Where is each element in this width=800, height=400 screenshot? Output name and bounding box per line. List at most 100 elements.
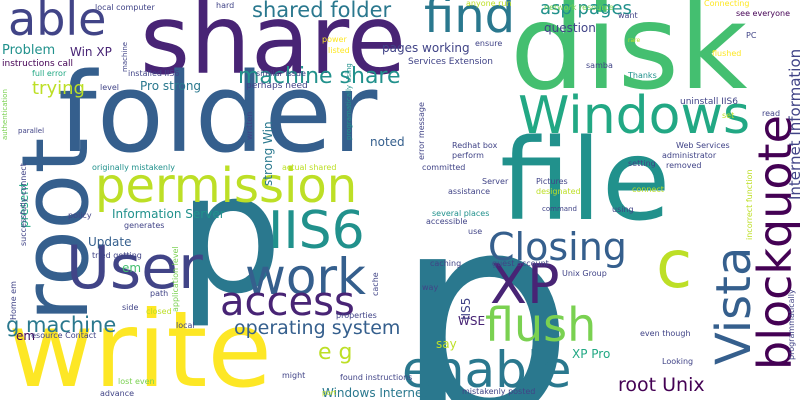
word-information-server: Information Server xyxy=(112,207,225,221)
word-accessible: accessible xyxy=(426,217,468,226)
word-side: side xyxy=(122,303,139,312)
word-similar-issue: similar issue xyxy=(256,69,306,78)
word-update: Update xyxy=(88,235,132,249)
word-set: set xyxy=(722,111,735,120)
word-anyone-run: anyone run xyxy=(466,0,512,8)
word-installed-iis6: installed IIS6 xyxy=(128,69,180,78)
word-trying: trying xyxy=(32,78,85,99)
word-c: c xyxy=(656,226,693,303)
word-want: want xyxy=(618,11,638,20)
word-successfully-connect: successfully connect xyxy=(19,163,28,246)
word-command: command xyxy=(542,205,577,213)
word-designated: designated xyxy=(536,187,581,196)
word-xp: XP xyxy=(490,253,560,316)
word-network-resource: network resource xyxy=(544,3,614,12)
word-found-instructions: found instructions xyxy=(340,373,413,382)
word-iis6: IIS6 xyxy=(268,201,365,261)
word-looking: Looking xyxy=(662,357,694,366)
word-machine-v: machine xyxy=(121,41,129,72)
word-internet-information: Internet Information xyxy=(786,48,800,200)
word-problem: Problem xyxy=(2,43,56,58)
word-administrator: administrator xyxy=(662,151,717,160)
word-uninstall-iis6: uninstall IIS6 xyxy=(680,97,738,107)
word-actual-shared: actual shared xyxy=(282,163,337,172)
word-iis5: IIS5 xyxy=(459,297,473,320)
word-question: question xyxy=(544,21,596,35)
word-root-unix: root Unix xyxy=(618,374,705,396)
word-machine-share: machine share xyxy=(238,64,401,89)
word-share: share xyxy=(140,0,407,96)
word-write: write xyxy=(8,289,272,400)
word-pc: PC xyxy=(746,31,757,40)
word-wse: WSE xyxy=(458,314,486,328)
word-g-machine: g machine xyxy=(6,313,117,337)
word-xp-pro: XP Pro xyxy=(572,347,611,361)
word-services-extension: Services Extension xyxy=(408,57,493,67)
word-advance: advance xyxy=(100,389,135,398)
word-closing: Closing xyxy=(488,225,627,269)
word-lost-even: lost even xyxy=(118,377,155,386)
word-parallel: parallel xyxy=(18,127,45,135)
word-local-computer: local computer xyxy=(95,3,155,12)
word-find: find xyxy=(424,0,516,44)
word-see-everyone: see everyone xyxy=(736,9,791,18)
word-pro-strong: Pro strong xyxy=(140,79,202,93)
word-removed: removed xyxy=(666,161,702,170)
word-hard: hard xyxy=(216,1,235,10)
word-mistakenly-posted: mistakenly posted xyxy=(462,387,536,396)
word-path: path xyxy=(150,289,169,298)
word-listed: listed xyxy=(328,46,350,55)
word-written: written xyxy=(245,111,254,140)
word-level: level xyxy=(100,83,120,92)
word-caching: caching xyxy=(430,259,462,268)
word-closed: closed xyxy=(146,307,172,316)
word-able: able xyxy=(8,0,107,46)
word-might: might xyxy=(282,371,306,380)
word-generates: generates xyxy=(124,221,165,230)
word-guest-account: guest account xyxy=(492,259,549,268)
word-connect: connect xyxy=(632,185,664,194)
word-operating-system: operating system xyxy=(234,317,401,339)
word-flushed: flushed xyxy=(712,49,742,58)
word-assistance: assistance xyxy=(448,187,491,196)
word-folder: folder xyxy=(58,49,378,177)
word-ensure: ensure xyxy=(475,39,503,48)
word-authentication: authentication xyxy=(1,89,9,140)
word-windows: Windows xyxy=(518,86,751,146)
word-disk: disk xyxy=(510,0,748,116)
word-application-level: application level xyxy=(171,246,180,312)
word-cache: cache xyxy=(371,272,380,296)
word-use: use xyxy=(468,227,483,236)
word-setting: setting xyxy=(628,159,656,168)
word-vista: Vista xyxy=(706,246,762,365)
word-policy: policy xyxy=(68,211,92,220)
word-several-places: several places xyxy=(432,209,490,218)
word-instructions-call: instructions call xyxy=(2,59,74,69)
word-committed: committed xyxy=(422,163,466,172)
word-originally-mistakenly: originally mistakenly xyxy=(92,163,175,172)
word-error-message: error message xyxy=(417,102,426,160)
word-perform: perform xyxy=(452,151,484,160)
word-enable: enable xyxy=(402,341,572,399)
word-win-xp: Win XP xyxy=(70,45,112,59)
word-home-em: Home em xyxy=(9,281,18,320)
word-file: file xyxy=(500,116,671,246)
word-properties: properties xyxy=(336,311,377,320)
word-thanks: Thanks xyxy=(628,71,657,80)
word-programatically-using: programatically Using xyxy=(345,63,353,140)
word-using: using xyxy=(612,205,634,214)
word-user: User xyxy=(66,233,203,303)
word-tried-getting: tried getting xyxy=(92,251,142,260)
word-even-though: even though xyxy=(640,329,691,338)
word-unix-group: Unix Group xyxy=(562,269,607,278)
word-permission: permission xyxy=(95,158,358,214)
word-web-services: Web Services xyxy=(676,141,730,150)
word-port: port xyxy=(322,389,337,397)
word-server: Server xyxy=(482,177,509,186)
word-way: way xyxy=(422,283,439,292)
word-say: say xyxy=(436,337,457,351)
word-connecting: Connecting xyxy=(704,0,750,8)
word-windows-internet: Windows Internet xyxy=(322,386,428,400)
word-p-big: p xyxy=(394,151,575,400)
